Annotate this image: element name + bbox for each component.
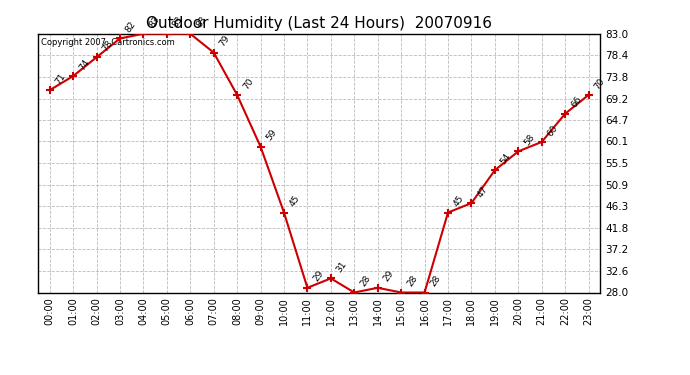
Text: 70: 70 — [593, 76, 607, 91]
Text: 82: 82 — [124, 20, 138, 34]
Text: 29: 29 — [312, 269, 326, 284]
Text: 31: 31 — [335, 260, 349, 274]
Text: 79: 79 — [218, 34, 232, 48]
Text: 28: 28 — [405, 274, 420, 288]
Text: 58: 58 — [522, 133, 536, 147]
Text: 60: 60 — [546, 123, 560, 138]
Text: Copyright 2007  Cartronics.com: Copyright 2007 Cartronics.com — [41, 38, 175, 46]
Text: 54: 54 — [499, 152, 513, 166]
Text: 83: 83 — [148, 15, 161, 30]
Text: 83: 83 — [195, 15, 208, 30]
Text: 70: 70 — [241, 76, 255, 91]
Text: 83: 83 — [171, 15, 185, 30]
Text: 28: 28 — [358, 274, 373, 288]
Text: 45: 45 — [452, 194, 466, 208]
Text: 29: 29 — [382, 269, 396, 284]
Text: 47: 47 — [475, 184, 489, 199]
Text: 66: 66 — [569, 95, 583, 110]
Text: 28: 28 — [428, 274, 442, 288]
Text: 74: 74 — [77, 57, 91, 72]
Text: 71: 71 — [54, 72, 68, 86]
Text: 45: 45 — [288, 194, 302, 208]
Text: 59: 59 — [265, 128, 279, 142]
Title: Outdoor Humidity (Last 24 Hours)  20070916: Outdoor Humidity (Last 24 Hours) 2007091… — [146, 16, 492, 31]
Text: 78: 78 — [101, 39, 115, 53]
